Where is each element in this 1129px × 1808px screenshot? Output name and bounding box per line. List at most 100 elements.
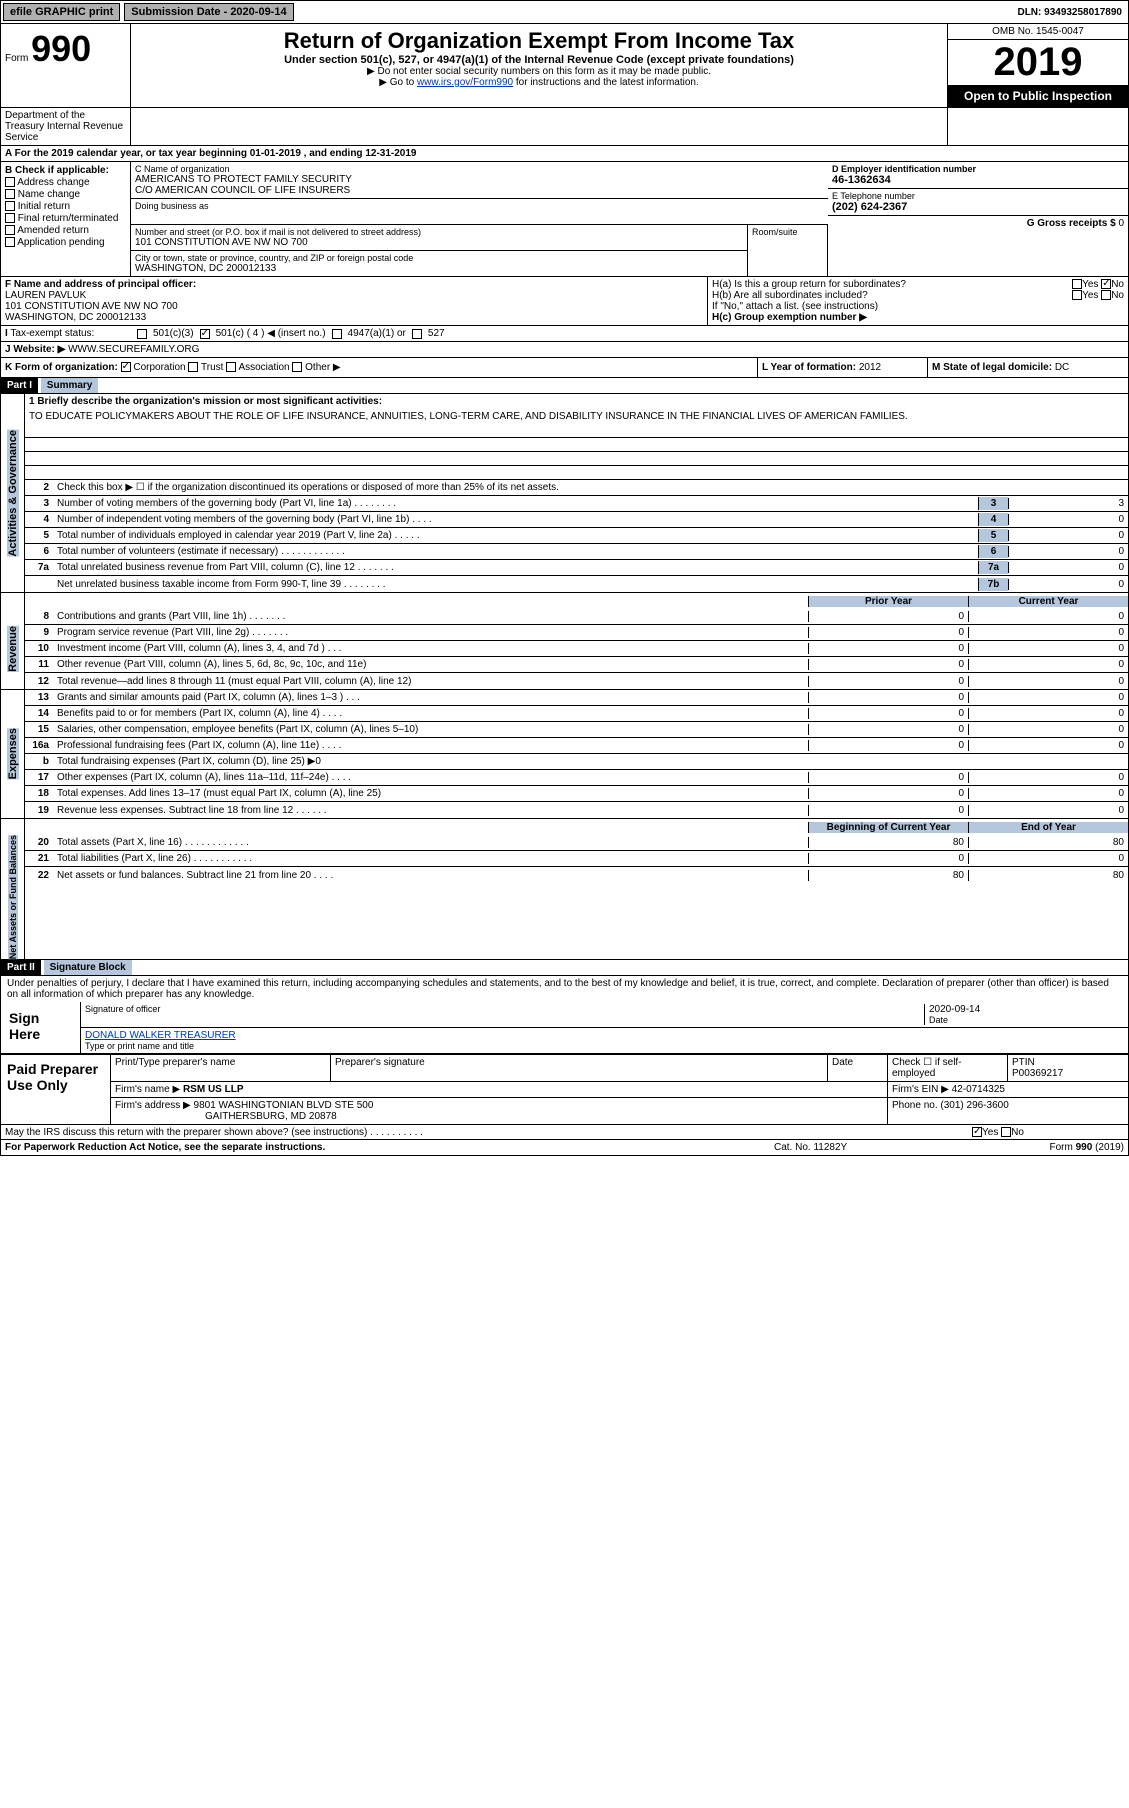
paid-preparer-label: Paid Preparer Use Only bbox=[1, 1055, 111, 1124]
form-header: Form 990 Return of Organization Exempt F… bbox=[1, 24, 1128, 108]
table-row: 20Total assets (Part X, line 16) . . . .… bbox=[25, 835, 1128, 851]
line4-value: 0 bbox=[1008, 514, 1128, 525]
tax-exempt-row: I Tax-exempt status: 501(c)(3) 501(c) ( … bbox=[1, 326, 1128, 342]
net-assets-section: Net Assets or Fund Balances 20Total asse… bbox=[1, 835, 1128, 960]
cb-other[interactable] bbox=[292, 362, 302, 372]
cb-application-pending[interactable] bbox=[5, 237, 15, 247]
cb-association[interactable] bbox=[226, 362, 236, 372]
dln-label: DLN: 93493258017890 bbox=[1011, 7, 1128, 18]
cb-corporation[interactable] bbox=[121, 362, 131, 372]
table-row: 21Total liabilities (Part X, line 26) . … bbox=[25, 851, 1128, 867]
side-label-ag: Activities & Governance bbox=[7, 430, 19, 557]
website-row: J Website: ▶ WWW.SECUREFAMILY.ORG bbox=[1, 342, 1128, 358]
signature-section: Under penalties of perjury, I declare th… bbox=[1, 976, 1128, 1055]
tax-year: 2019 bbox=[948, 40, 1128, 85]
note-instructions: ▶ Go to www.irs.gov/Form990 for instruct… bbox=[135, 77, 943, 88]
cb-amended-return[interactable] bbox=[5, 225, 15, 235]
revenue-section: Revenue 8Contributions and grants (Part … bbox=[1, 609, 1128, 690]
declaration-text: Under penalties of perjury, I declare th… bbox=[1, 976, 1128, 1002]
footer: For Paperwork Reduction Act Notice, see … bbox=[1, 1140, 1128, 1155]
cb-address-change[interactable] bbox=[5, 177, 15, 187]
table-row: 14Benefits paid to or for members (Part … bbox=[25, 706, 1128, 722]
side-label-revenue: Revenue bbox=[7, 626, 19, 672]
period-row: A For the 2019 calendar year, or tax yea… bbox=[1, 146, 1128, 162]
cb-final-return[interactable] bbox=[5, 213, 15, 223]
line7b-value: 0 bbox=[1008, 579, 1128, 590]
table-row: bTotal fundraising expenses (Part IX, co… bbox=[25, 754, 1128, 770]
org-city: WASHINGTON, DC 200012133 bbox=[135, 263, 743, 274]
cb-name-change[interactable] bbox=[5, 189, 15, 199]
part2-header: Part II Signature Block bbox=[1, 960, 1128, 976]
hb-yes[interactable] bbox=[1072, 290, 1082, 300]
discuss-no[interactable] bbox=[1001, 1127, 1011, 1137]
table-row: 12Total revenue—add lines 8 through 11 (… bbox=[25, 673, 1128, 689]
submission-date-button[interactable]: Submission Date - 2020-09-14 bbox=[124, 3, 293, 21]
officer-name-link[interactable]: DONALD WALKER TREASURER bbox=[85, 1030, 236, 1041]
line6-value: 0 bbox=[1008, 546, 1128, 557]
dept-label: Department of the Treasury Internal Reve… bbox=[1, 108, 131, 145]
current-year-header: Current Year bbox=[968, 596, 1128, 607]
officer-name: LAUREN PAVLUK bbox=[5, 290, 703, 301]
ptin-value: P00369217 bbox=[1012, 1068, 1124, 1079]
section-k: K Form of organization: Corporation Trus… bbox=[1, 358, 758, 377]
org-address: 101 CONSTITUTION AVE NW NO 700 bbox=[135, 237, 743, 248]
table-row: 19Revenue less expenses. Subtract line 1… bbox=[25, 802, 1128, 818]
dept-row: Department of the Treasury Internal Reve… bbox=[1, 108, 1128, 146]
hb-no[interactable] bbox=[1101, 290, 1111, 300]
form-word: Form bbox=[5, 53, 28, 64]
table-row: 10Investment income (Part VIII, column (… bbox=[25, 641, 1128, 657]
cb-527[interactable] bbox=[412, 329, 422, 339]
cb-trust[interactable] bbox=[188, 362, 198, 372]
k-l-m-row: K Form of organization: Corporation Trus… bbox=[1, 358, 1128, 378]
org-co: C/O AMERICAN COUNCIL OF LIFE INSURERS bbox=[135, 185, 824, 196]
beg-year-header: Beginning of Current Year bbox=[808, 822, 968, 833]
form-990-number: 990 bbox=[31, 28, 91, 69]
instructions-cell bbox=[131, 108, 948, 145]
topbar: efile GRAPHIC print Submission Date - 20… bbox=[1, 1, 1128, 24]
form-title: Return of Organization Exempt From Incom… bbox=[135, 28, 943, 54]
gross-receipts: 0 bbox=[1118, 218, 1124, 229]
form-990-page: efile GRAPHIC print Submission Date - 20… bbox=[0, 0, 1129, 1156]
ha-no[interactable] bbox=[1101, 279, 1111, 289]
mission-text: TO EDUCATE POLICYMAKERS ABOUT THE ROLE O… bbox=[25, 409, 1128, 424]
section-f: F Name and address of principal officer:… bbox=[1, 277, 708, 325]
side-label-net-assets: Net Assets or Fund Balances bbox=[8, 835, 18, 959]
line5-value: 0 bbox=[1008, 530, 1128, 541]
section-h: H(a) Is this a group return for subordin… bbox=[708, 277, 1128, 325]
table-row: 9Program service revenue (Part VIII, lin… bbox=[25, 625, 1128, 641]
firm-name: RSM US LLP bbox=[183, 1084, 244, 1095]
cb-501c[interactable] bbox=[200, 329, 210, 339]
prior-year-header: Prior Year bbox=[808, 596, 968, 607]
cb-initial-return[interactable] bbox=[5, 201, 15, 211]
cb-501c3[interactable] bbox=[137, 329, 147, 339]
table-row: 8Contributions and grants (Part VIII, li… bbox=[25, 609, 1128, 625]
sign-here-label: Sign Here bbox=[1, 1002, 81, 1053]
firm-ein: 42-0714325 bbox=[952, 1084, 1005, 1095]
side-label-expenses: Expenses bbox=[7, 728, 19, 779]
right-info-col: D Employer identification number 46-1362… bbox=[828, 162, 1128, 276]
discuss-yes[interactable] bbox=[972, 1127, 982, 1137]
na-hdr-container: Beginning of Current Year End of Year bbox=[1, 819, 1128, 835]
sig-date: 2020-09-14 bbox=[929, 1004, 1120, 1015]
title-cell: Return of Organization Exempt From Incom… bbox=[131, 24, 948, 107]
firm-addr1: 9801 WASHINGTONIAN BLVD STE 500 bbox=[194, 1100, 374, 1111]
section-b-checkboxes: B Check if applicable: Address change Na… bbox=[1, 162, 131, 276]
form-number-cell: Form 990 bbox=[1, 24, 131, 107]
line7a-value: 0 bbox=[1008, 562, 1128, 573]
firm-phone: (301) 296-3600 bbox=[940, 1100, 1008, 1111]
paid-preparer-section: Paid Preparer Use Only Print/Type prepar… bbox=[1, 1055, 1128, 1124]
table-row: 22Net assets or fund balances. Subtract … bbox=[25, 867, 1128, 883]
ha-yes[interactable] bbox=[1072, 279, 1082, 289]
irs-discuss-row: May the IRS discuss this return with the… bbox=[1, 1124, 1128, 1140]
efile-print-button[interactable]: efile GRAPHIC print bbox=[3, 3, 120, 21]
table-row: 13Grants and similar amounts paid (Part … bbox=[25, 690, 1128, 706]
section-l: L Year of formation: 2012 bbox=[758, 358, 928, 377]
rev-exp-na-container: Prior Year Current Year bbox=[1, 593, 1128, 609]
org-name: AMERICANS TO PROTECT FAMILY SECURITY bbox=[135, 174, 824, 185]
activities-governance-section: Activities & Governance 1 Briefly descri… bbox=[1, 394, 1128, 593]
irs-link[interactable]: www.irs.gov/Form990 bbox=[417, 77, 513, 88]
open-public-badge: Open to Public Inspection bbox=[948, 85, 1128, 107]
note-ssn: ▶ Do not enter social security numbers o… bbox=[135, 66, 943, 77]
table-row: 11Other revenue (Part VIII, column (A), … bbox=[25, 657, 1128, 673]
cb-4947[interactable] bbox=[332, 329, 342, 339]
